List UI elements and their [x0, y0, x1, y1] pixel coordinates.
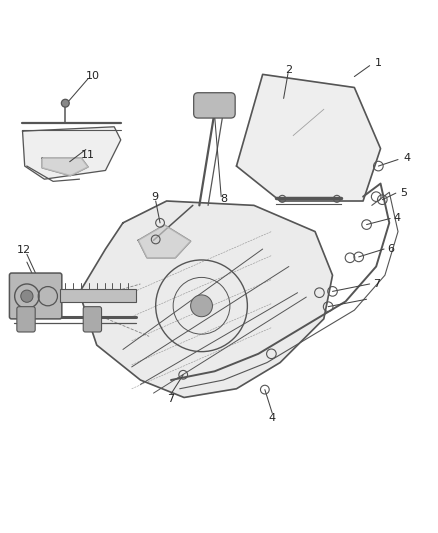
Polygon shape — [237, 75, 381, 201]
Circle shape — [61, 99, 69, 107]
Polygon shape — [22, 127, 121, 179]
FancyBboxPatch shape — [194, 93, 235, 118]
Text: 4: 4 — [403, 153, 410, 163]
Polygon shape — [42, 158, 88, 176]
FancyBboxPatch shape — [60, 289, 136, 302]
Text: 4: 4 — [268, 414, 276, 423]
Polygon shape — [79, 201, 332, 398]
Text: 6: 6 — [388, 244, 395, 254]
Text: 10: 10 — [85, 71, 99, 81]
Text: 8: 8 — [220, 194, 227, 204]
Circle shape — [21, 290, 33, 302]
Text: 2: 2 — [285, 65, 293, 75]
FancyBboxPatch shape — [10, 273, 62, 319]
Polygon shape — [138, 225, 191, 258]
Text: 9: 9 — [151, 192, 158, 201]
Text: 5: 5 — [400, 188, 407, 198]
Text: 11: 11 — [81, 150, 95, 160]
FancyBboxPatch shape — [17, 306, 35, 332]
Text: 7: 7 — [373, 279, 380, 289]
FancyBboxPatch shape — [83, 306, 102, 332]
Text: 12: 12 — [16, 245, 31, 255]
Text: 1: 1 — [375, 58, 382, 68]
Text: 7: 7 — [167, 394, 174, 404]
Circle shape — [191, 295, 212, 317]
Text: 4: 4 — [393, 214, 400, 223]
